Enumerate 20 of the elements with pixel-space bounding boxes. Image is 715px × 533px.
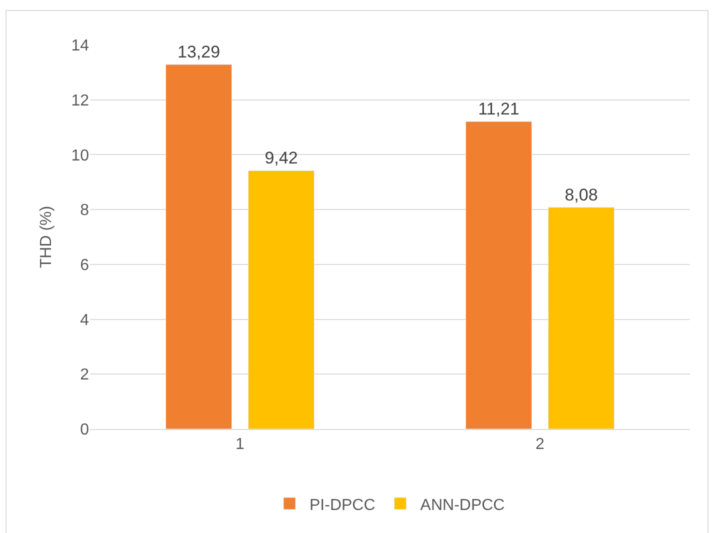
bar <box>248 170 314 429</box>
y-tick-label: 14 <box>71 38 90 55</box>
bar <box>548 207 614 429</box>
x-tick-label: 1 <box>236 436 245 454</box>
bar <box>466 121 532 429</box>
y-axis-title: THD (%) <box>38 206 56 268</box>
data-label: 8,08 <box>564 185 598 204</box>
y-tick-label: 0 <box>80 422 90 439</box>
y-tick-label: 12 <box>71 92 90 110</box>
legend-label: ANN-DPCC <box>420 496 505 514</box>
y-tick-label: 2 <box>80 366 90 384</box>
y-tick-label: 4 <box>80 312 90 329</box>
data-label: 9,42 <box>264 148 298 168</box>
data-label: 13,29 <box>177 42 220 62</box>
data-label: 11,21 <box>478 100 520 119</box>
y-tick-label: 8 <box>80 202 90 220</box>
y-tick-label: 6 <box>80 257 90 274</box>
bar <box>166 64 232 429</box>
legend-label: PI-DPCC <box>310 496 376 514</box>
y-tick-label: 10 <box>71 147 90 164</box>
